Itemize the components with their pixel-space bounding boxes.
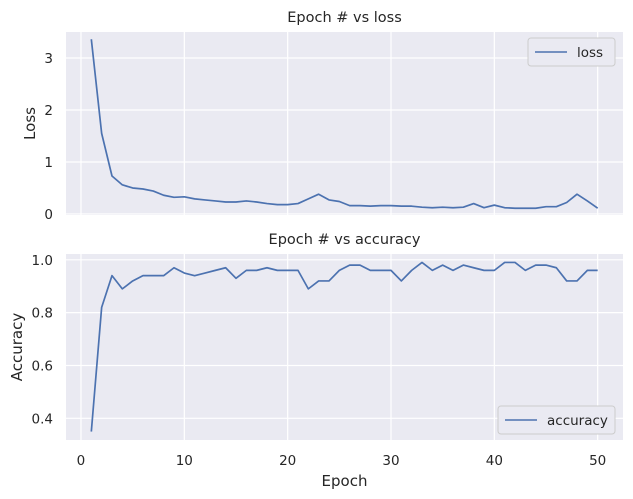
accuracy-x-axis-label: Epoch: [322, 472, 368, 490]
loss-series-line: [90, 39, 599, 210]
loss-y-axis-label: Loss: [21, 107, 39, 140]
accuracy-x-tick-label: 0: [77, 453, 86, 469]
accuracy-series-line: [90, 261, 598, 432]
accuracy-y-tick-label: 0.8: [32, 306, 53, 322]
accuracy-x-tick-label: 30: [382, 453, 399, 469]
accuracy-legend: accuracy: [497, 405, 616, 435]
loss-tick-labels: 0 1 2 3: [44, 51, 53, 223]
loss-y-tick-label: 2: [44, 103, 53, 119]
loss-legend: loss: [527, 37, 616, 67]
accuracy-subplot: 0 10 20 30 40 50 0.4 0.6 0.8 1.0 Epoch # vs accur…: [8, 232, 623, 490]
loss-chart-title: Epoch # vs loss: [287, 10, 402, 26]
accuracy-y-tick-label: 0.6: [32, 358, 53, 374]
accuracy-series-lines: [90, 261, 598, 432]
accuracy-y-tick-label: 0.4: [32, 411, 53, 427]
accuracy-legend-label: accuracy: [547, 413, 608, 429]
loss-legend-label: loss: [577, 45, 603, 61]
loss-legend-box: [527, 37, 616, 67]
loss-subplot: 0 1 2 3 Epoch # vs loss Loss loss: [21, 10, 623, 223]
accuracy-gridlines: [66, 254, 623, 440]
accuracy-tick-labels: 0 10 20 30 40 50 0.4 0.6 0.8 1.0: [32, 253, 607, 469]
accuracy-x-tick-label: 10: [176, 453, 193, 469]
accuracy-y-axis-label: Accuracy: [8, 313, 26, 382]
accuracy-x-tick-label: 50: [589, 453, 606, 469]
accuracy-legend-box: [497, 405, 616, 435]
accuracy-x-tick-label: 40: [486, 453, 503, 469]
accuracy-chart-title: Epoch # vs accuracy: [269, 232, 421, 248]
loss-y-tick-label: 0: [44, 207, 53, 223]
loss-series-lines: [90, 39, 599, 210]
loss-y-tick-label: 3: [44, 51, 53, 67]
accuracy-y-tick-label: 1.0: [32, 253, 53, 269]
accuracy-x-tick-label: 20: [279, 453, 296, 469]
loss-y-tick-label: 1: [44, 155, 53, 171]
